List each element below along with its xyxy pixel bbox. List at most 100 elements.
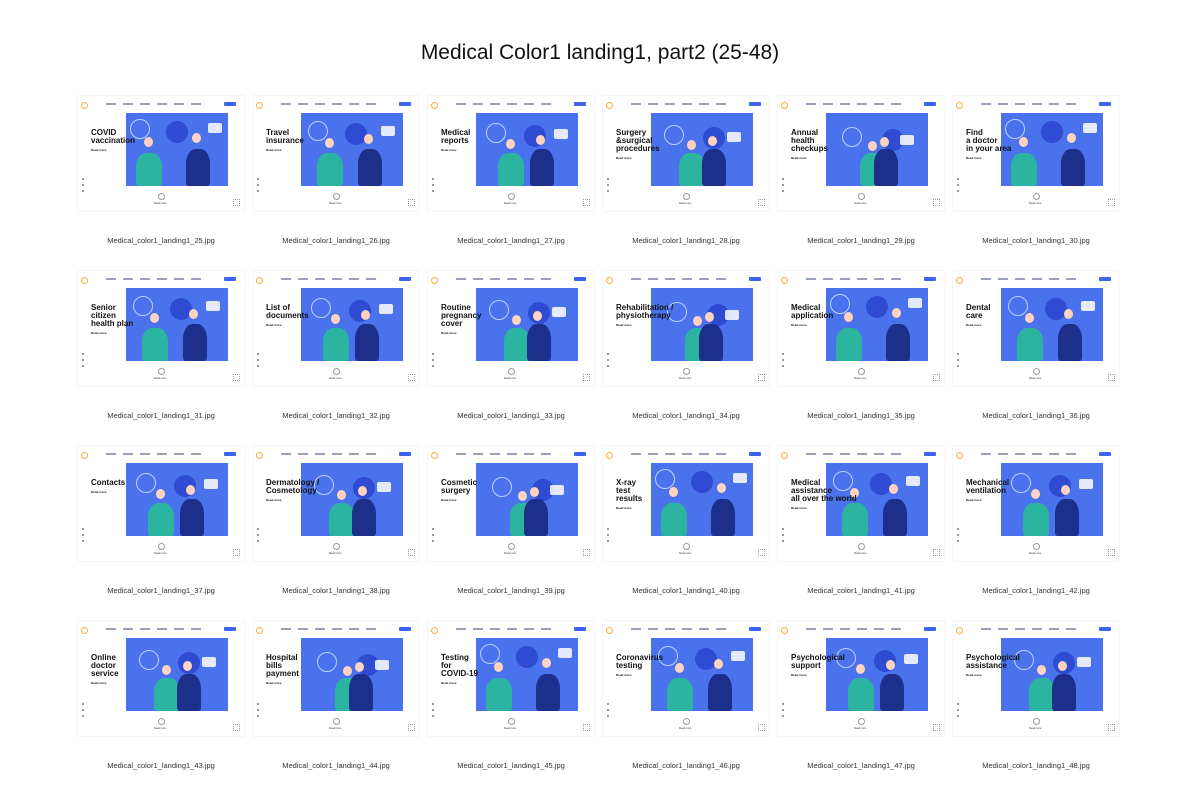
play-icon: [508, 193, 515, 200]
footer-read-more: Read more: [679, 202, 692, 205]
read-more-link: Read more: [441, 148, 457, 152]
thumbnail-caption: Medical_color1_landing1_45.jpg: [457, 761, 565, 770]
thumbnail-card[interactable]: Medical application Read more Read more Med…: [778, 271, 944, 429]
pagination-dots: [607, 353, 609, 371]
thumbnail-card[interactable]: Routine pregnancy cover Read more Read mor…: [428, 271, 594, 429]
thumbnail-card[interactable]: Cosmetic surgery Read more Read more Medica…: [428, 446, 594, 604]
thumbnail-card[interactable]: Testing for COVID-19 Read more Read more Me…: [428, 621, 594, 779]
logo-icon: [81, 452, 88, 459]
read-more-link: Read more: [266, 498, 282, 502]
grid-icon: [1108, 374, 1115, 381]
grid-icon: [583, 549, 590, 556]
nav-button: [399, 102, 411, 106]
landing-thumbnail[interactable]: Psychological assistance Read more Read mo…: [953, 621, 1119, 736]
grid-icon: [758, 724, 765, 731]
footer-read-more: Read more: [504, 377, 517, 380]
landing-thumbnail[interactable]: Medical assistance all over the world Rea…: [778, 446, 944, 561]
landing-thumbnail[interactable]: Annual health checkups Read more Read more: [778, 96, 944, 211]
thumbnail-card[interactable]: Surgery &surgical procedures Read more Rea…: [603, 96, 769, 254]
landing-thumbnail[interactable]: Coronavirus testing Read more Read more: [603, 621, 769, 736]
pagination-dots: [782, 528, 784, 546]
play-icon: [508, 368, 515, 375]
landing-thumbnail[interactable]: X-ray test results Read more Read more: [603, 446, 769, 561]
thumbnail-caption: Medical_color1_landing1_33.jpg: [457, 411, 565, 420]
logo-icon: [956, 452, 963, 459]
logo-icon: [431, 627, 438, 634]
logo-icon: [256, 102, 263, 109]
thumbnail-card[interactable]: Contacts Read more Read more Medical_color1…: [78, 446, 244, 604]
landing-thumbnail[interactable]: List of documents Read more Read more: [253, 271, 419, 386]
landing-thumbnail[interactable]: Contacts Read more Read more: [78, 446, 244, 561]
read-more-link: Read more: [791, 673, 807, 677]
landing-thumbnail[interactable]: Dental care Read more Read more: [953, 271, 1119, 386]
landing-thumbnail[interactable]: Mechanical ventilation Read more Read more: [953, 446, 1119, 561]
nav-links: [631, 453, 726, 455]
hero-illustration: [476, 113, 578, 186]
nav-button: [924, 452, 936, 456]
thumbnail-card[interactable]: Medical assistance all over the world Rea…: [778, 446, 944, 604]
play-icon: [158, 543, 165, 550]
play-icon: [333, 543, 340, 550]
landing-thumbnail[interactable]: Senior citizen health plan Read more Read …: [78, 271, 244, 386]
pagination-dots: [782, 703, 784, 721]
thumbnail-card[interactable]: Online doctor service Read more Read more M…: [78, 621, 244, 779]
thumbnail-card[interactable]: Mechanical ventilation Read more Read more…: [953, 446, 1119, 604]
thumbnail-card[interactable]: Dental care Read more Read more Medical_col…: [953, 271, 1119, 429]
thumbnail-card[interactable]: Rehabilitation / physiotherapy Read more R…: [603, 271, 769, 429]
thumbnail-card[interactable]: Psychological assistance Read more Read mo…: [953, 621, 1119, 779]
landing-thumbnail[interactable]: Hospital bills payment Read more Read more: [253, 621, 419, 736]
landing-thumbnail[interactable]: COVID vaccination Read more Read more: [78, 96, 244, 211]
landing-thumbnail[interactable]: Find a doctor in your area Read more Read …: [953, 96, 1119, 211]
thumbnail-card[interactable]: List of documents Read more Read more Medic…: [253, 271, 419, 429]
thumbnail-caption: Medical_color1_landing1_38.jpg: [282, 586, 390, 595]
play-icon: [858, 718, 865, 725]
card-heading: Medical assistance all over the world: [791, 478, 857, 503]
nav-button: [399, 452, 411, 456]
thumbnail-card[interactable]: Annual health checkups Read more Read more…: [778, 96, 944, 254]
thumbnail-navbar: [78, 452, 244, 459]
thumbnail-card[interactable]: Dermatology / Cosmetology Read more Read m…: [253, 446, 419, 604]
landing-thumbnail[interactable]: Testing for COVID-19 Read more Read more: [428, 621, 594, 736]
landing-thumbnail[interactable]: Medical application Read more Read more: [778, 271, 944, 386]
thumbnail-card[interactable]: Psychological support Read more Read more M…: [778, 621, 944, 779]
landing-thumbnail[interactable]: Dermatology / Cosmetology Read more Read m…: [253, 446, 419, 561]
thumbnail-caption: Medical_color1_landing1_28.jpg: [632, 236, 740, 245]
landing-thumbnail[interactable]: Travel insurance Read more Read more: [253, 96, 419, 211]
thumbnail-card[interactable]: Senior citizen health plan Read more Read …: [78, 271, 244, 429]
footer-read-more: Read more: [154, 552, 167, 555]
landing-thumbnail[interactable]: Psychological support Read more Read more: [778, 621, 944, 736]
landing-thumbnail[interactable]: Surgery &surgical procedures Read more Rea…: [603, 96, 769, 211]
landing-thumbnail[interactable]: Cosmetic surgery Read more Read more: [428, 446, 594, 561]
thumbnail-card[interactable]: X-ray test results Read more Read more Medi…: [603, 446, 769, 604]
thumbnail-card[interactable]: COVID vaccination Read more Read more Medic…: [78, 96, 244, 254]
nav-button: [1099, 277, 1111, 281]
card-heading: Psychological support: [791, 653, 845, 670]
nav-button: [399, 627, 411, 631]
landing-thumbnail[interactable]: Online doctor service Read more Read more: [78, 621, 244, 736]
nav-button: [574, 627, 586, 631]
pagination-dots: [607, 703, 609, 721]
thumbnail-card[interactable]: Find a doctor in your area Read more Read …: [953, 96, 1119, 254]
card-heading: Cosmetic surgery: [441, 478, 478, 495]
play-icon: [158, 193, 165, 200]
hero-illustration: [1001, 113, 1103, 186]
footer-read-more: Read more: [679, 552, 692, 555]
thumbnail-card[interactable]: Hospital bills payment Read more Read more…: [253, 621, 419, 779]
footer-read-more: Read more: [154, 727, 167, 730]
landing-thumbnail[interactable]: Rehabilitation / physiotherapy Read more R…: [603, 271, 769, 386]
pagination-dots: [432, 178, 434, 196]
play-icon: [683, 718, 690, 725]
thumbnail-card[interactable]: Coronavirus testing Read more Read more Med…: [603, 621, 769, 779]
thumbnail-card[interactable]: Medical reports Read more Read more Medical…: [428, 96, 594, 254]
landing-thumbnail[interactable]: Routine pregnancy cover Read more Read mor…: [428, 271, 594, 386]
logo-icon: [256, 452, 263, 459]
nav-links: [281, 453, 376, 455]
hero-illustration: [301, 638, 403, 711]
thumbnail-card[interactable]: Travel insurance Read more Read more Medica…: [253, 96, 419, 254]
hero-illustration: [301, 288, 403, 361]
nav-links: [806, 103, 901, 105]
thumbnail-navbar: [253, 627, 419, 634]
hero-illustration: [651, 463, 753, 536]
card-heading: Coronavirus testing: [616, 653, 664, 670]
landing-thumbnail[interactable]: Medical reports Read more Read more: [428, 96, 594, 211]
